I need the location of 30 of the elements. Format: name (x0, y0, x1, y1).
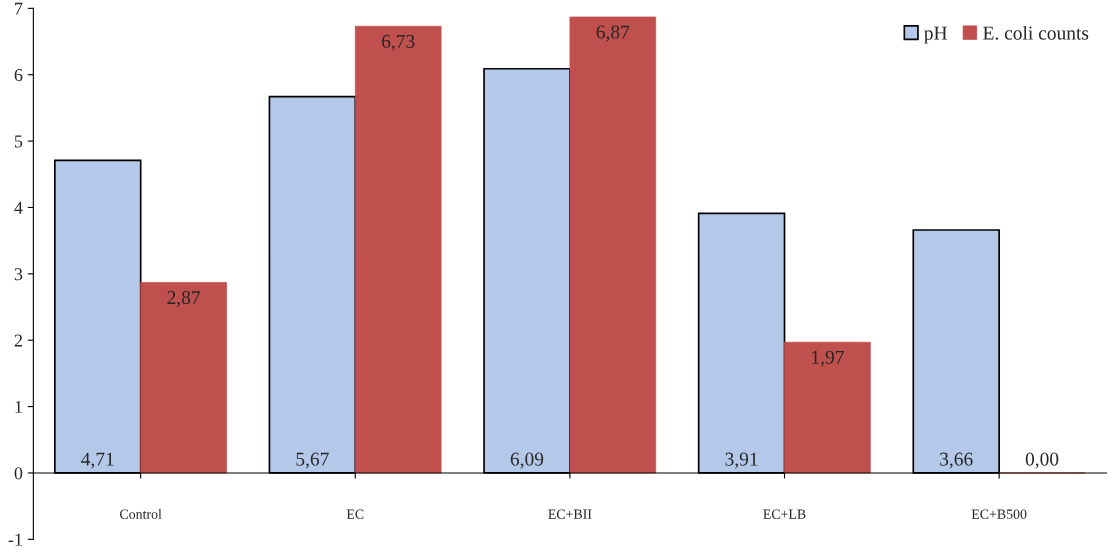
x-tick-label: EC+BII (548, 509, 592, 519)
data-label: 6,87 (596, 25, 630, 42)
y-tick-label: 2 (14, 334, 22, 347)
data-label: 5,67 (296, 452, 329, 469)
data-label: 6,09 (510, 452, 544, 469)
data-label: 1,97 (812, 350, 844, 367)
legend-label: pH (924, 26, 947, 44)
y-tick-label: 7 (15, 2, 23, 15)
data-label: 2,87 (167, 290, 201, 307)
data-label: 6,73 (382, 34, 415, 51)
bar (784, 341, 871, 474)
data-label: 0,00 (1025, 452, 1059, 469)
x-tick-label: EC+LB (763, 509, 806, 519)
y-tick-label: 6 (14, 69, 23, 82)
y-tick-label: 0 (14, 467, 23, 480)
y-tick-label: 3 (14, 268, 23, 281)
y-tick-label: 1 (15, 400, 22, 413)
bar (140, 282, 227, 474)
y-tick-label: 5 (14, 135, 23, 148)
bar (354, 25, 442, 474)
x-tick-label: EC (346, 509, 364, 519)
bar (569, 16, 657, 474)
legend-label: E. coli counts (983, 25, 1089, 40)
data-label: 3,66 (940, 452, 973, 469)
data-label: 4,71 (81, 452, 114, 469)
y-tick-label: 4 (14, 201, 23, 214)
x-tick-label: Control (120, 509, 162, 519)
data-label: 3,91 (725, 452, 758, 469)
x-tick-label: EC+B500 (971, 509, 1027, 519)
y-tick-label: -1 (8, 533, 22, 546)
